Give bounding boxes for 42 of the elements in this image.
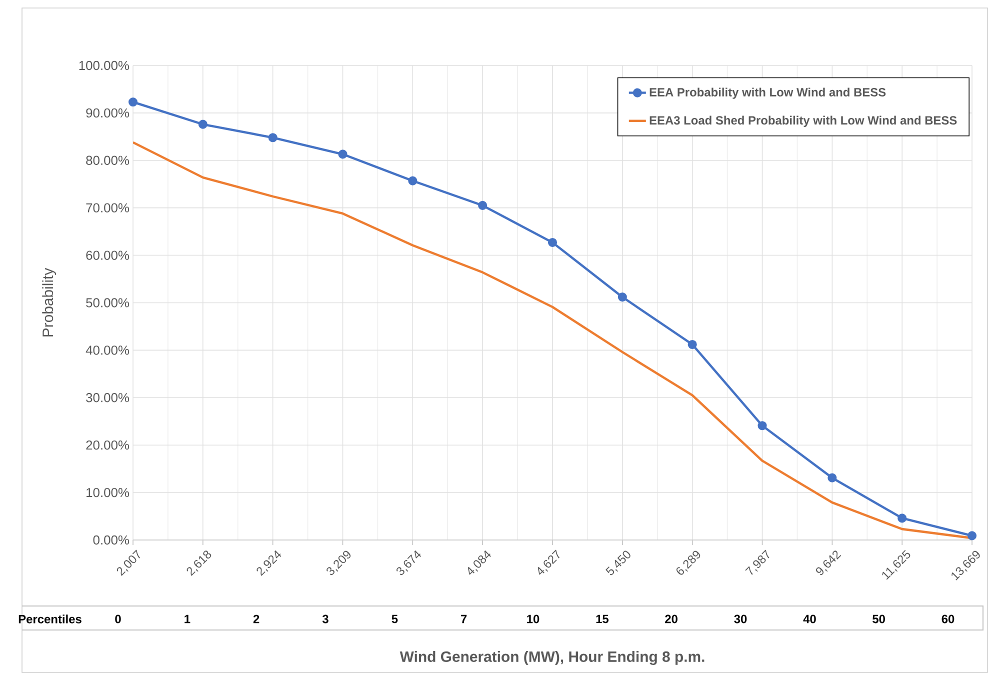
legend-label: EEA3 Load Shed Probability with Low Wind and BESS	[650, 116, 957, 127]
point	[548, 238, 558, 248]
point	[128, 97, 138, 107]
legend-label: EEA Probability with Low Wind and BESS	[650, 88, 886, 99]
text: 3	[322, 614, 328, 624]
point	[408, 176, 418, 186]
text: 5	[392, 614, 398, 624]
y-tick-label: 90.00%	[86, 108, 130, 118]
y-tick-label: 0.00%	[93, 535, 130, 545]
x-axis-title: Wind Generation (MW), Hour Ending 8 p.m.	[400, 650, 704, 665]
point	[338, 150, 348, 159]
point	[828, 473, 837, 482]
y-tick-label: 30.00%	[86, 393, 130, 402]
text: 2	[253, 614, 260, 624]
text: 15	[596, 614, 609, 624]
text: 40	[803, 614, 816, 624]
point	[198, 120, 208, 129]
text: Percentiles	[18, 614, 82, 624]
y-tick-label: 50.00%	[86, 298, 130, 308]
point	[898, 514, 907, 523]
text: 1	[184, 614, 190, 624]
point	[758, 421, 767, 430]
point	[618, 292, 627, 302]
text: 30	[734, 614, 747, 624]
text: 0	[115, 614, 121, 624]
point	[967, 531, 977, 540]
y-tick-label: 70.00%	[86, 203, 130, 212]
text: 20	[665, 614, 678, 624]
point	[268, 133, 278, 142]
y-tick-label: 60.00%	[86, 250, 130, 260]
point	[478, 200, 488, 210]
y-tick-label: 10.00%	[86, 488, 130, 498]
y-tick-label: 40.00%	[86, 346, 130, 355]
y-tick-label: 80.00%	[86, 156, 130, 165]
point	[688, 340, 697, 350]
text: 50	[872, 614, 885, 624]
y-axis-title: Probability	[42, 268, 56, 336]
text: 60	[942, 614, 954, 624]
y-tick-label: 20.00%	[86, 440, 130, 450]
text: 10	[527, 614, 540, 624]
text: 7	[460, 614, 467, 624]
y-tick-label: 100.00%	[79, 60, 130, 70]
